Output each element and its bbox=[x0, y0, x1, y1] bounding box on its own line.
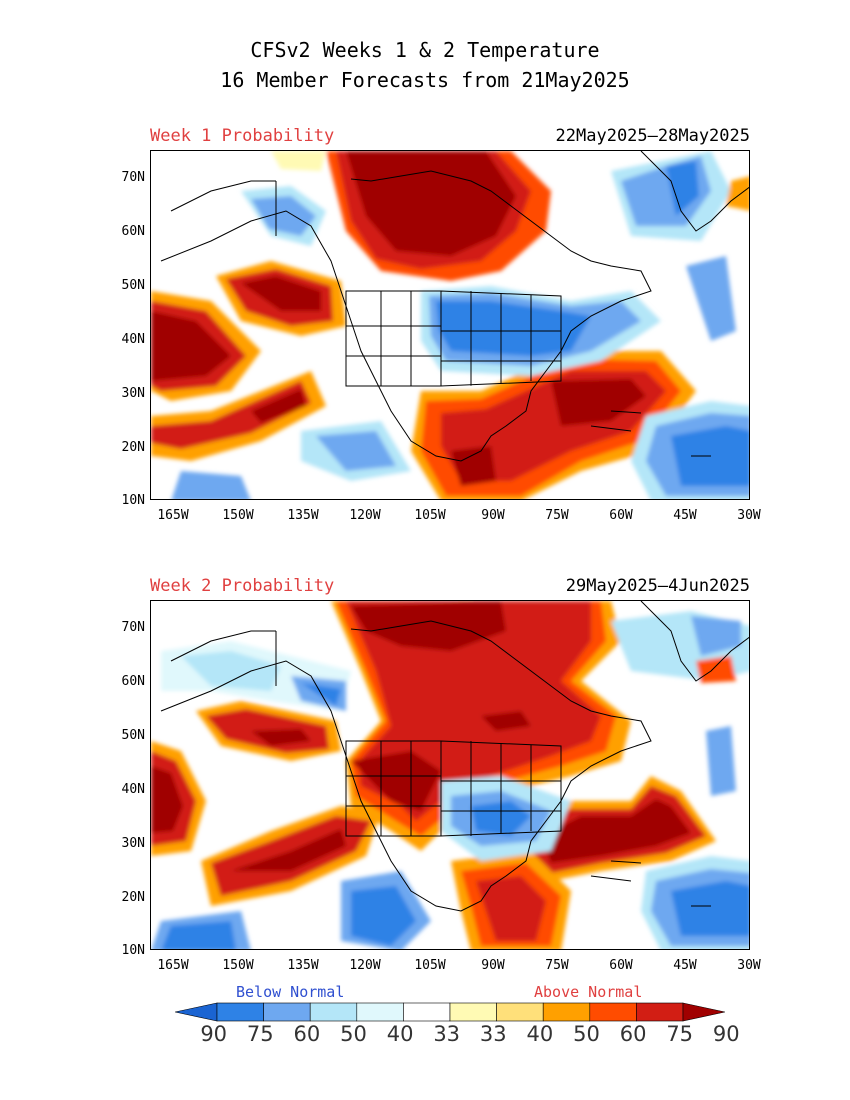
week1-map bbox=[150, 150, 750, 500]
legend-swatch bbox=[403, 1002, 451, 1022]
lon-label: 165W bbox=[157, 958, 189, 973]
legend-value: 60 bbox=[293, 1022, 321, 1046]
lat-label: 10N bbox=[121, 493, 145, 508]
coastline bbox=[170, 630, 276, 662]
lon-label: 60W bbox=[609, 958, 633, 973]
lat-label: 40N bbox=[121, 782, 145, 797]
legend-value: 33 bbox=[479, 1022, 507, 1046]
week2-dates: 29May2025—4Jun2025 bbox=[565, 576, 750, 596]
lon-label: 120W bbox=[349, 508, 381, 523]
legend-swatch bbox=[175, 1002, 218, 1022]
lon-label: 30W bbox=[737, 508, 761, 523]
legend-swatch bbox=[263, 1002, 311, 1022]
lon-label: 75W bbox=[545, 508, 569, 523]
above-normal-label: Above Normal bbox=[534, 983, 643, 1001]
legend-value: 50 bbox=[340, 1022, 367, 1046]
legend-value: 90 bbox=[712, 1022, 740, 1046]
lon-label: 105W bbox=[414, 958, 446, 973]
legend-value: 60 bbox=[619, 1022, 647, 1046]
week2-label: Week 2 Probability bbox=[150, 576, 335, 596]
coastline bbox=[170, 180, 276, 212]
week1-label: Week 1 Probability bbox=[150, 126, 335, 146]
lat-label: 30N bbox=[121, 836, 145, 851]
color-legend-bar bbox=[175, 1002, 725, 1022]
lon-label: 105W bbox=[414, 508, 446, 523]
lat-label: 30N bbox=[121, 386, 145, 401]
lon-label: 135W bbox=[287, 508, 319, 523]
lat-label: 20N bbox=[121, 440, 145, 455]
legend-value: 90 bbox=[200, 1022, 228, 1046]
lat-label: 60N bbox=[121, 674, 145, 689]
lat-label: 50N bbox=[121, 278, 145, 293]
legend-swatch bbox=[682, 1002, 725, 1022]
legend-value: 33 bbox=[433, 1022, 461, 1046]
legend-swatch bbox=[589, 1002, 637, 1022]
coastline bbox=[640, 151, 749, 232]
lon-label: 45W bbox=[673, 958, 697, 973]
lon-label: 150W bbox=[222, 958, 254, 973]
chart-title-line1: CFSv2 Weeks 1 & 2 Temperature bbox=[250, 38, 600, 62]
legend-swatch bbox=[542, 1002, 591, 1022]
lon-label: 30W bbox=[737, 958, 761, 973]
lat-label: 40N bbox=[121, 332, 145, 347]
lon-label: 75W bbox=[545, 958, 569, 973]
lon-label: 90W bbox=[481, 508, 505, 523]
lon-label: 165W bbox=[157, 508, 189, 523]
week2-map bbox=[150, 600, 750, 950]
lon-label: 150W bbox=[222, 508, 254, 523]
coastline bbox=[160, 170, 652, 462]
legend-swatch bbox=[636, 1002, 684, 1022]
lon-label: 120W bbox=[349, 958, 381, 973]
legend-swatch bbox=[496, 1002, 544, 1022]
lon-label: 90W bbox=[481, 958, 505, 973]
lon-label: 135W bbox=[287, 958, 319, 973]
lat-label: 10N bbox=[121, 943, 145, 958]
legend-value: 40 bbox=[386, 1022, 414, 1046]
lat-label: 50N bbox=[121, 728, 145, 743]
lon-label: 60W bbox=[609, 508, 633, 523]
legend-value: 75 bbox=[246, 1022, 274, 1046]
legend-swatch bbox=[216, 1002, 264, 1022]
legend-swatch bbox=[356, 1002, 404, 1022]
lat-label: 20N bbox=[121, 890, 145, 905]
week1-dates: 22May2025—28May2025 bbox=[555, 126, 750, 146]
chart-title-line2: 16 Member Forecasts from 21May2025 bbox=[220, 68, 630, 92]
lon-label: 45W bbox=[673, 508, 697, 523]
lat-label: 70N bbox=[121, 620, 145, 635]
lat-label: 70N bbox=[121, 170, 145, 185]
below-normal-label: Below Normal bbox=[236, 983, 345, 1001]
legend-swatch bbox=[309, 1002, 358, 1022]
legend-value: 50 bbox=[573, 1022, 600, 1046]
legend-value: 75 bbox=[666, 1022, 694, 1046]
legend-swatch bbox=[449, 1002, 497, 1022]
coastline bbox=[160, 620, 652, 912]
lat-label: 60N bbox=[121, 224, 145, 239]
coastline bbox=[640, 601, 749, 682]
legend-value: 40 bbox=[526, 1022, 554, 1046]
